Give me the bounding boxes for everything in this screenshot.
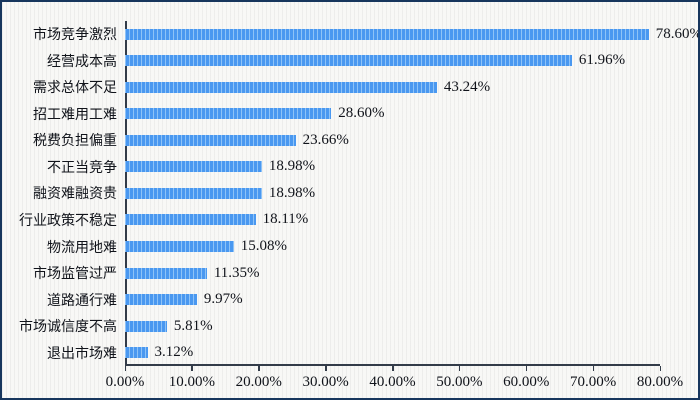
category-label: 物流用地难 [47, 240, 117, 256]
bar [125, 347, 148, 359]
category-label: 招工难用工难 [33, 107, 117, 123]
bar [125, 28, 649, 40]
value-label: 78.60% [655, 25, 700, 42]
chart-row: 税费负担偏重 23.66% [2, 127, 698, 154]
category-label: 融资难融资贵 [33, 187, 117, 203]
bar [125, 267, 207, 279]
x-tick-mark [659, 366, 661, 371]
bar-track: 18.98% [125, 180, 698, 207]
x-tick-mark [525, 366, 528, 371]
category-label: 经营成本高 [47, 54, 117, 70]
x-tick-label: 60.00% [503, 374, 550, 390]
x-tick-label: 70.00% [570, 374, 617, 390]
value-label: 43.24% [443, 78, 491, 95]
bar [125, 241, 234, 253]
bar [125, 134, 296, 146]
chart-row: 市场监管过严 11.35% [2, 260, 698, 287]
value-label: 3.12% [154, 344, 194, 361]
bar-track: 61.96% [125, 48, 698, 75]
bar [125, 108, 332, 120]
bar-track: 9.97% [125, 286, 698, 313]
bar-track: 18.98% [125, 154, 698, 181]
value-label: 28.60% [338, 105, 385, 122]
bar [125, 294, 197, 306]
x-tick-mark [258, 366, 260, 371]
x-tick-label: 0.00% [105, 374, 145, 390]
x-tick-label: 30.00% [302, 374, 349, 390]
value-label: 18.98% [268, 158, 316, 175]
category-label: 不正当竞争 [47, 160, 117, 176]
chart-row: 经营成本高 61.96% [2, 48, 698, 75]
chart-row: 道路通行难 9.97% [2, 286, 698, 313]
bar [125, 55, 572, 67]
value-label: 61.96% [578, 52, 626, 69]
chart-row: 融资难融资贵 18.98% [2, 180, 698, 207]
value-label: 18.11% [262, 211, 309, 228]
category-label: 行业政策不稳定 [19, 213, 117, 229]
x-tick-label: 50.00% [436, 374, 483, 390]
bar [125, 320, 167, 332]
category-label: 市场竞争激烈 [33, 28, 117, 44]
chart-row: 退出市场难 3.12% [2, 339, 698, 366]
x-tick-label: 10.00% [168, 374, 215, 390]
value-label: 23.66% [302, 131, 349, 148]
bar-track: 43.24% [125, 74, 698, 101]
bar-track: 23.66% [125, 127, 698, 154]
bar [125, 161, 262, 173]
chart-row: 行业政策不稳定 18.11% [2, 207, 698, 234]
chart-row: 招工难用工难 28.60% [2, 101, 698, 128]
value-label: 18.98% [268, 184, 316, 201]
category-label: 需求总体不足 [33, 81, 117, 97]
bar-track: 5.81% [125, 313, 698, 340]
category-label: 市场诚信度不高 [19, 320, 117, 336]
category-label: 市场监管过严 [33, 267, 117, 283]
x-tick-mark [392, 366, 394, 371]
bar-track: 15.08% [125, 233, 698, 260]
x-tick-mark [191, 366, 193, 371]
category-label: 税费负担偏重 [33, 134, 117, 150]
x-tick-mark [458, 366, 461, 371]
x-tick-mark [592, 366, 595, 371]
chart-row: 不正当竞争 18.98% [2, 154, 698, 181]
value-label: 9.97% [203, 291, 243, 308]
chart-row: 市场竞争激烈 78.60% [2, 21, 700, 48]
chart-row: 市场诚信度不高 5.81% [2, 313, 698, 340]
x-tick-mark [325, 366, 327, 371]
x-axis: 0.00% 10.00% 20.00% 30.00% 40.00% 50.00% 60.00… [106, 366, 683, 398]
chart-row: 需求总体不足 43.24% [2, 74, 698, 101]
bar [125, 187, 262, 199]
x-tick-label: 40.00% [369, 374, 416, 390]
bar [125, 214, 256, 226]
bar-track: 28.60% [125, 101, 698, 128]
bar [125, 81, 437, 93]
x-tick-mark [124, 366, 126, 371]
bar-rows: 市场竞争激烈 78.60% 经营成本高 61.96% 需求总体不足 43.24% 招工难用工… [2, 21, 700, 366]
value-label: 11.35% [213, 264, 260, 281]
value-label: 5.81% [173, 317, 213, 334]
value-label: 15.08% [240, 238, 287, 255]
bar-track: 11.35% [125, 260, 698, 287]
bar-track: 3.12% [125, 339, 698, 366]
category-label: 退出市场难 [47, 346, 117, 362]
bar-track: 78.60% [125, 21, 700, 48]
x-tick-label: 80.00% [636, 374, 684, 390]
x-tick-label: 20.00% [235, 374, 282, 390]
category-label: 道路通行难 [47, 293, 117, 309]
chart-row: 物流用地难 15.08% [2, 233, 698, 260]
bar-track: 18.11% [125, 207, 698, 234]
